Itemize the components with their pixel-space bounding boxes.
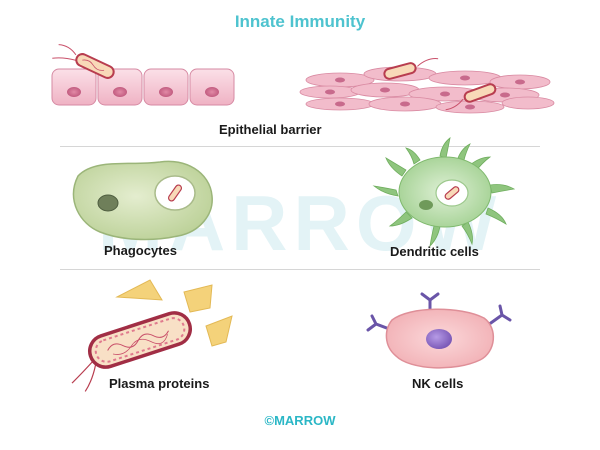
divider-middle [60,269,540,270]
nk-cells-label: NK cells [412,376,464,391]
footer-logo: ©MARROW [264,413,336,428]
divider-top [60,146,540,147]
epithelial-barrier-label: Epithelial barrier [219,122,322,137]
dendritic-cells-label: Dendritic cells [390,244,479,259]
diagram-title: Innate Immunity [234,12,366,31]
phagocytes-label: Phagocytes [104,243,177,258]
plasma-proteins-label: Plasma proteins [109,376,210,391]
